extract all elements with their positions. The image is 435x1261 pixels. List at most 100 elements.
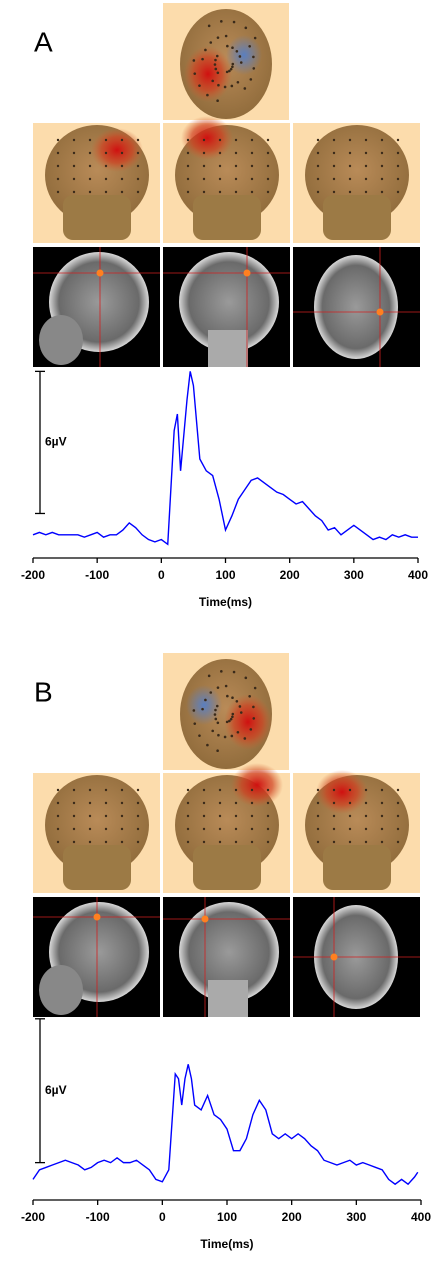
x-tick-label: 300 — [346, 1210, 366, 1224]
electrode — [193, 722, 197, 725]
electrode — [396, 151, 400, 155]
electrode — [120, 801, 124, 805]
electrode — [56, 177, 60, 181]
electrode — [236, 730, 240, 734]
electrode — [250, 788, 254, 792]
electrode — [348, 138, 352, 142]
electrode — [250, 801, 254, 805]
electrode — [88, 801, 92, 805]
electrode — [204, 698, 207, 702]
electrode — [192, 709, 196, 712]
source-marker — [96, 269, 104, 277]
electrode — [364, 788, 368, 792]
electrode — [225, 720, 229, 724]
electrode — [104, 788, 108, 792]
activation-spot — [186, 685, 222, 725]
electrode — [332, 840, 336, 844]
electrode — [193, 72, 197, 75]
electrode — [104, 164, 108, 168]
electrode — [231, 46, 234, 49]
electrode — [364, 827, 368, 831]
electrode — [104, 177, 108, 181]
electrode — [214, 67, 218, 71]
electrode — [348, 827, 352, 831]
electrode — [207, 24, 211, 28]
activation-spot — [224, 694, 272, 750]
x-tick-label: 300 — [344, 568, 364, 582]
electrode — [215, 54, 219, 58]
electrode — [120, 788, 124, 792]
neck — [323, 845, 391, 890]
electrode — [316, 190, 320, 194]
electrode — [223, 85, 227, 89]
source-marker — [201, 915, 209, 923]
electrode — [120, 840, 124, 844]
electrode — [228, 69, 231, 73]
neck — [208, 980, 248, 1017]
electrode — [216, 36, 220, 39]
electrode — [218, 840, 222, 844]
electrode — [316, 801, 320, 805]
electrode — [223, 735, 227, 739]
electrode — [136, 151, 140, 155]
electrode — [364, 190, 368, 194]
electrode — [72, 827, 76, 831]
electrode — [348, 164, 352, 168]
electrode — [224, 684, 228, 688]
electrode — [332, 190, 336, 194]
electrode — [234, 801, 238, 805]
electrode — [266, 814, 270, 818]
electrode — [186, 177, 190, 181]
electrode — [239, 61, 243, 64]
x-tick-label: 400 — [411, 1210, 431, 1224]
electrode — [202, 177, 206, 181]
eeg-trace — [32, 1064, 419, 1186]
electrode — [231, 62, 235, 66]
electrode — [250, 827, 254, 831]
electrode — [104, 138, 108, 142]
x-tick-label: 0 — [159, 1210, 166, 1224]
electrode — [217, 83, 220, 87]
electrode — [316, 814, 320, 818]
electrode — [186, 190, 190, 194]
electrode — [213, 63, 217, 66]
electrode — [72, 151, 76, 155]
x-tick-label: -200 — [21, 1210, 45, 1224]
face — [39, 965, 83, 1015]
electrode — [88, 138, 92, 142]
electrode — [202, 827, 206, 831]
electrode — [186, 814, 190, 818]
electrode — [244, 676, 248, 680]
electrode — [231, 696, 234, 699]
electrode — [202, 138, 206, 142]
electrode — [88, 177, 92, 181]
activation-spot — [226, 35, 262, 75]
electrode — [266, 138, 270, 142]
electrode — [72, 177, 76, 181]
electrode — [218, 164, 222, 168]
electrode — [216, 721, 220, 725]
electrode — [234, 190, 238, 194]
electrode — [72, 138, 76, 142]
electrode — [217, 733, 220, 737]
electrode — [104, 801, 108, 805]
electrode — [211, 79, 215, 83]
neck — [63, 845, 131, 890]
electrode — [238, 705, 242, 708]
electrode — [316, 151, 320, 155]
electrode — [332, 827, 336, 831]
electrode — [396, 801, 400, 805]
electrode — [218, 190, 222, 194]
electrode — [136, 827, 140, 831]
source-marker — [330, 953, 338, 961]
electrode — [136, 788, 140, 792]
electrode — [136, 840, 140, 844]
electrode — [348, 801, 352, 805]
electrode — [266, 177, 270, 181]
activation-spot — [231, 763, 283, 807]
electrode — [136, 814, 140, 818]
electrode — [243, 737, 247, 740]
electrode — [218, 151, 222, 155]
activation-spot — [184, 46, 232, 102]
